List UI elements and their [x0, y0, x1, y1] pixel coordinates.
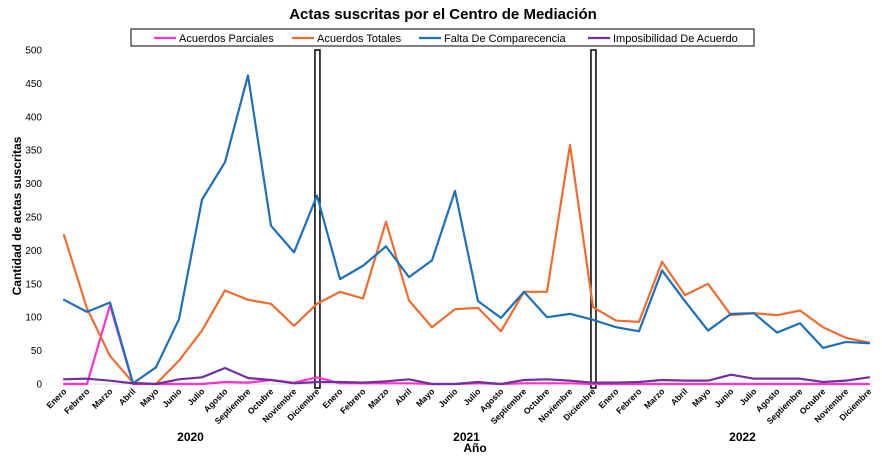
legend-label: Imposibilidad De Acuerdo [613, 33, 738, 45]
y-tick-label: 0 [36, 380, 42, 391]
x-tick-label: Junio [436, 386, 459, 409]
series-line-acuerdos-totales [62, 143, 871, 386]
x-tick-label: Febrero [62, 386, 91, 415]
legend-label: Falta De Comparecencia [444, 33, 567, 45]
x-tick-label: Febrero [338, 386, 367, 415]
x-tick-label: Junio [160, 386, 183, 409]
x-tick-label: Febrero [614, 386, 643, 415]
y-tick-label: 450 [25, 79, 42, 90]
series-line-imposibilidad-de-acuerdo [62, 366, 871, 386]
x-tick-label: Mayo [138, 386, 160, 408]
y-axis: 0 50 100 150 200 250 300 350 400 450 500 [25, 46, 42, 391]
x-tick-label: Marzo [90, 386, 114, 410]
year-label: 2020 [177, 430, 204, 444]
x-tick-label: Abril [117, 386, 138, 407]
legend-box [130, 28, 755, 47]
x-axis-label: Año [463, 441, 486, 455]
x-tick-label: Junio [712, 386, 735, 409]
y-axis-label: Cantidad de actas suscritas [10, 136, 24, 295]
y-tick-label: 50 [31, 346, 43, 357]
y-tick-label: 100 [25, 313, 42, 324]
year-labels: 2020 2021 2022 [177, 430, 756, 444]
y-tick-label: 350 [25, 146, 42, 157]
legend-label: Acuerdos Parciales [179, 33, 274, 45]
y-tick-label: 250 [25, 213, 42, 224]
x-tick-label: Marzo [366, 386, 390, 410]
year-separator [590, 49, 597, 389]
year-label: 2021 [453, 430, 480, 444]
y-tick-label: 200 [25, 246, 42, 257]
x-tick-label: Abril [393, 386, 414, 407]
chart-title: Actas suscritas por el Centro de Mediaci… [289, 6, 597, 23]
series-line-falta-de-comparecencia [62, 74, 871, 385]
y-tick-label: 500 [25, 46, 42, 57]
x-tick-label: Mayo [690, 386, 712, 408]
y-tick-label: 400 [25, 112, 42, 123]
year-separator [314, 49, 321, 389]
year-separators [314, 49, 597, 389]
x-tick-label: Abril [669, 386, 690, 407]
year-label: 2022 [729, 430, 756, 444]
x-tick-label: Mayo [414, 386, 436, 408]
legend-label: Acuerdos Totales [317, 33, 402, 45]
legend: Acuerdos Parciales Acuerdos Totales Falta … [130, 28, 755, 47]
y-tick-label: 150 [25, 279, 42, 290]
y-tick-label: 300 [25, 179, 42, 190]
series-lines [62, 74, 871, 386]
x-tick-label: Marzo [642, 386, 666, 410]
series-line-acuerdos-parciales [62, 304, 871, 386]
